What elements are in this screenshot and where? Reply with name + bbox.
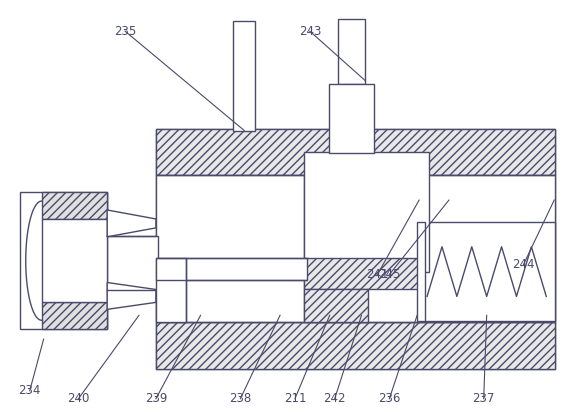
Bar bbox=[156, 258, 307, 280]
Bar bbox=[338, 19, 366, 84]
Text: 237: 237 bbox=[473, 392, 495, 405]
Text: 235: 235 bbox=[114, 25, 136, 38]
Text: 242: 242 bbox=[323, 392, 346, 405]
Bar bbox=[20, 192, 107, 329]
Polygon shape bbox=[107, 210, 156, 237]
Bar bbox=[419, 222, 555, 321]
Bar bbox=[41, 302, 107, 329]
Bar bbox=[304, 152, 429, 272]
Bar bbox=[304, 258, 418, 289]
Text: 234: 234 bbox=[18, 384, 41, 397]
Text: 239: 239 bbox=[145, 392, 167, 405]
Bar bbox=[156, 258, 186, 322]
Text: 211: 211 bbox=[283, 392, 306, 405]
Text: 241: 241 bbox=[366, 268, 389, 281]
Polygon shape bbox=[107, 283, 156, 310]
Bar bbox=[41, 192, 107, 219]
Text: 236: 236 bbox=[378, 392, 401, 405]
Bar bbox=[156, 322, 555, 369]
Bar bbox=[41, 219, 107, 302]
Text: 243: 243 bbox=[298, 25, 321, 38]
Bar bbox=[156, 129, 555, 369]
Bar bbox=[329, 84, 374, 153]
Text: 245: 245 bbox=[378, 268, 401, 281]
Bar bbox=[106, 236, 158, 291]
Bar bbox=[156, 175, 555, 322]
Bar bbox=[233, 21, 255, 131]
Text: 240: 240 bbox=[67, 392, 90, 405]
Text: 238: 238 bbox=[229, 392, 251, 405]
Bar bbox=[156, 129, 555, 175]
Text: 244: 244 bbox=[512, 258, 535, 271]
Bar bbox=[417, 222, 425, 321]
Bar bbox=[304, 289, 369, 322]
